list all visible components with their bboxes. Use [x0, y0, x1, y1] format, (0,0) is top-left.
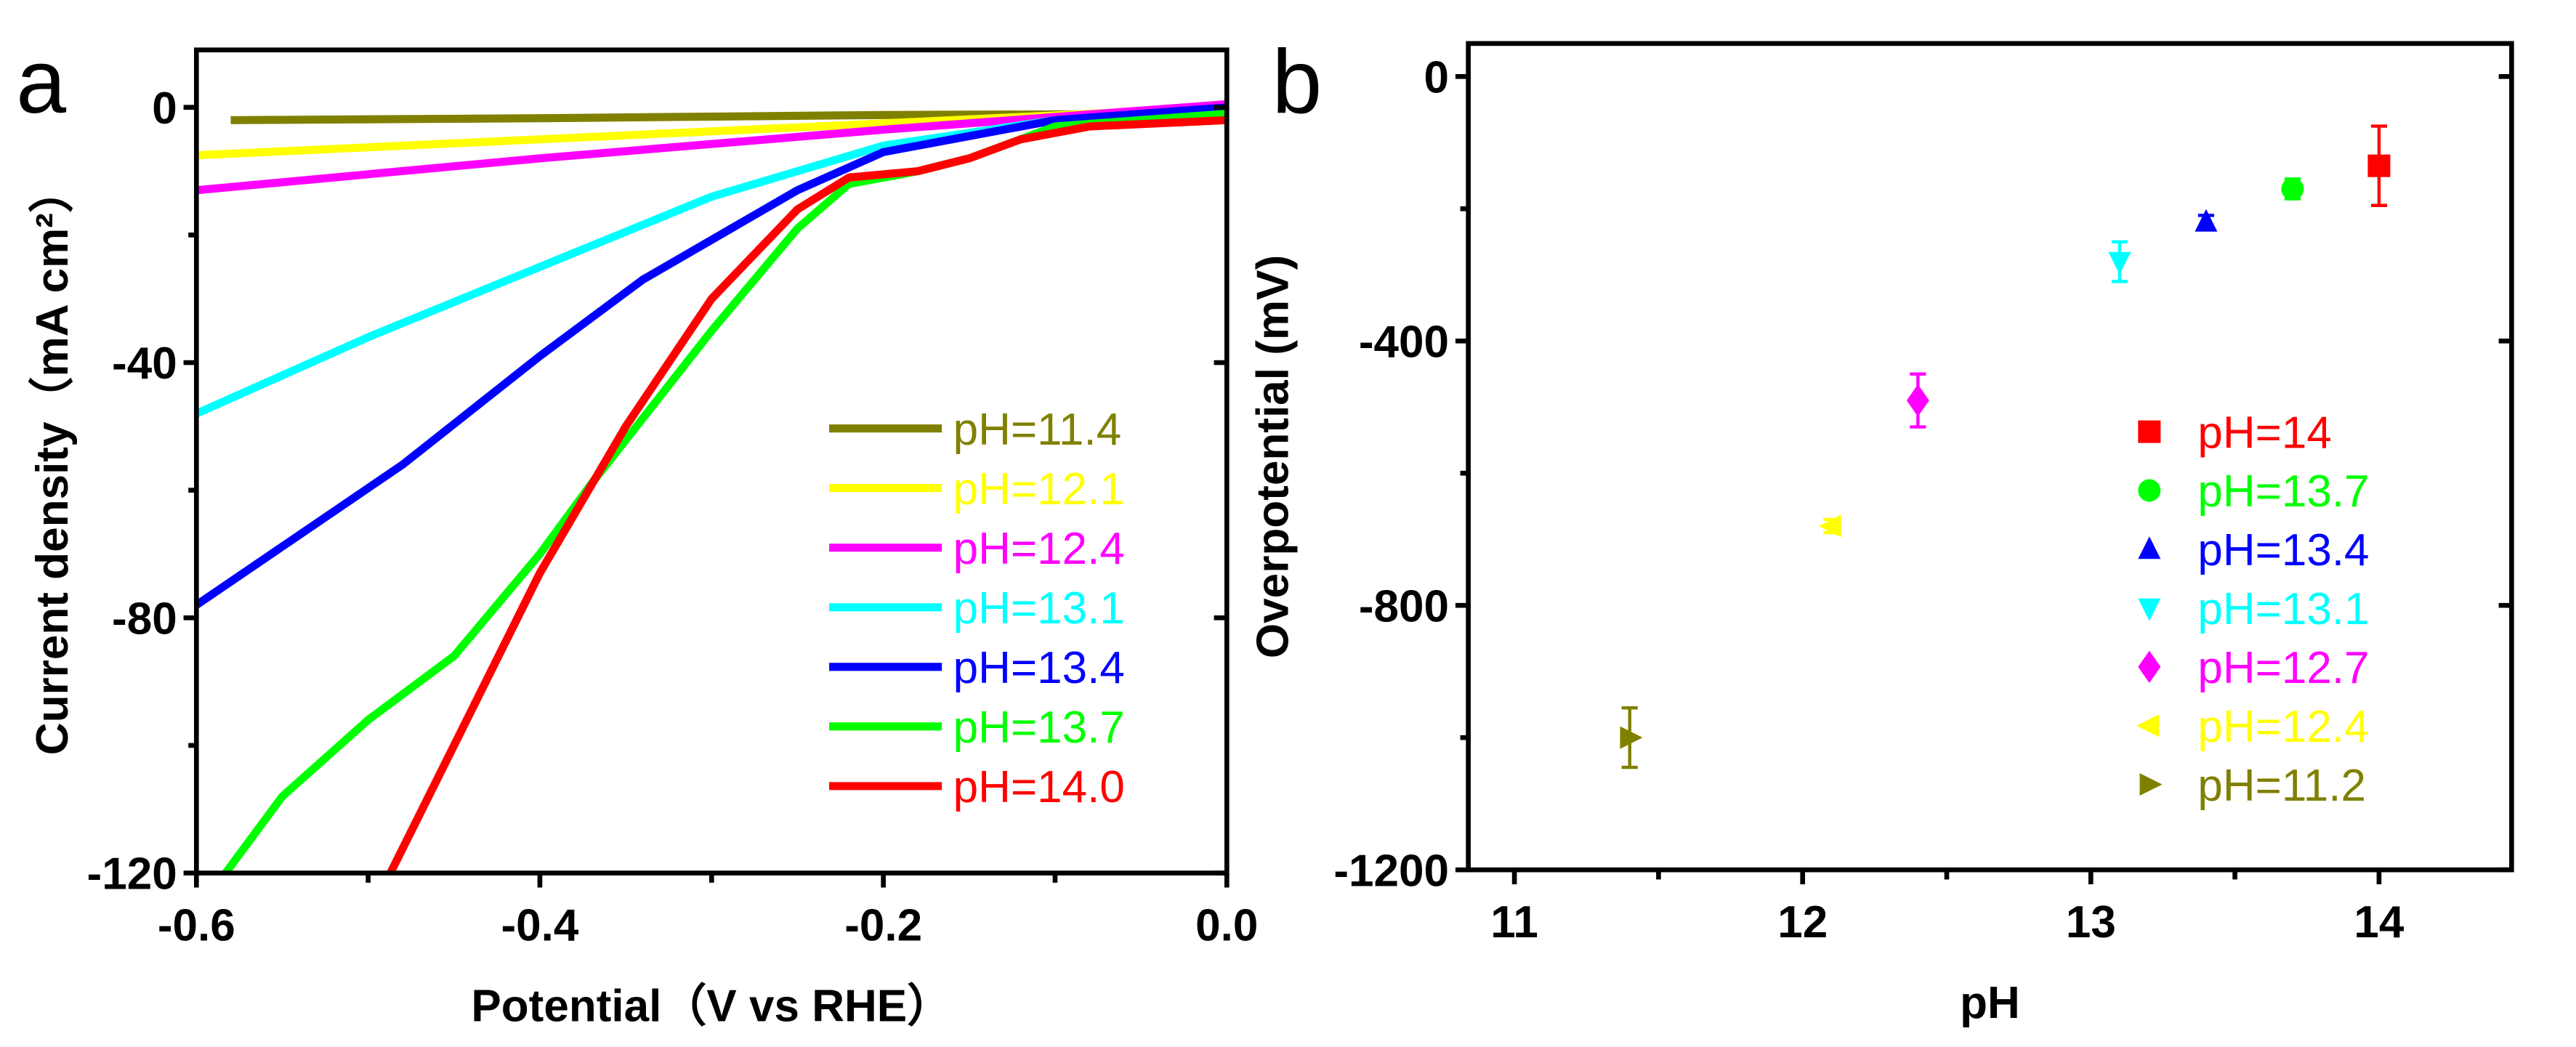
x-tick-label: -0.6: [158, 901, 235, 951]
panel-b-overpotential-chart: pH=14 pH=13.7 pH=13.4 pH=13.1 pH=12.7 pH=12.4…: [1248, 32, 2514, 1028]
legend-label: pH=12.1: [953, 464, 1125, 514]
legend-label: pH=13.4: [953, 643, 1125, 693]
legend-label: pH=12.4: [953, 524, 1125, 574]
x-axis-label: pH: [1960, 978, 2020, 1028]
legend-label: pH=12.7: [2197, 643, 2369, 693]
series-line-13.1: [195, 109, 1227, 418]
legend-label: pH=13.1: [953, 583, 1125, 634]
legend-marker-square: [2138, 420, 2161, 443]
data-point-square: [2367, 154, 2391, 177]
x-tick-label: -0.4: [501, 901, 579, 951]
legend-label: pH=13.7: [953, 703, 1125, 753]
data-point-triangle-up: [2195, 209, 2218, 232]
legend-label: pH=13.7: [2197, 466, 2369, 517]
y-axis-label: Overpotential (mV): [1248, 255, 1299, 658]
plot-frame: [1466, 41, 2514, 873]
data-point-triangle-down: [2108, 251, 2131, 275]
y-tick-label: -800: [1359, 581, 1449, 631]
legend-label: pH=13.1: [2197, 584, 2369, 634]
legend-marker-triangle-left: [2136, 714, 2160, 737]
x-tick-label: 11: [1490, 897, 1538, 947]
legend-marker-diamond: [2138, 650, 2161, 683]
series-line-13.4: [194, 103, 1227, 609]
x-axis-label: Potential（V vs RHE）: [471, 981, 952, 1032]
panel-label: b: [1272, 32, 1322, 132]
data-point-triangle-left: [1818, 514, 1841, 538]
data-point-diamond: [1906, 384, 1929, 417]
x-tick-label: 12: [1777, 897, 1828, 947]
legend-label: pH=13.4: [2197, 525, 2369, 575]
data-point-triangle-right: [1620, 726, 1643, 749]
legend-marker-triangle-down: [2138, 598, 2161, 621]
y-tick-label: 0: [1424, 53, 1450, 103]
x-tick-label: -0.2: [844, 901, 922, 951]
x-tick-label: 0.0: [1195, 901, 1258, 951]
legend-label: pH=11.4: [953, 405, 1122, 455]
y-axis-label: Current density（mA cm²）: [27, 168, 78, 755]
y-tick-label: -80: [112, 594, 177, 644]
legend-marker-circle: [2138, 479, 2161, 502]
legend-marker-triangle-right: [2139, 773, 2163, 796]
legend-label: pH=14.0: [953, 762, 1125, 812]
legend-label: pH=11.2: [2197, 761, 2366, 811]
legend-label: pH=12.4: [2197, 702, 2369, 752]
x-tick-label: 14: [2354, 897, 2404, 947]
y-tick-label: -400: [1359, 317, 1449, 367]
panel-a-lsv-chart: pH=11.4 pH=12.1 pH=12.4 pH=13.1 pH=13.4 pH=13…: [16, 32, 1258, 1031]
data-point-circle: [2281, 177, 2304, 201]
y-tick-label: -1200: [1333, 846, 1449, 896]
x-tick-label: 13: [2066, 897, 2116, 947]
panel-label: a: [16, 32, 67, 132]
legend-marker-triangle-up: [2138, 536, 2161, 559]
series-line-14.0: [387, 116, 1227, 876]
y-tick-label: -120: [87, 849, 177, 900]
legend-label: pH=14: [2197, 408, 2332, 458]
y-tick-label: 0: [152, 84, 177, 134]
y-tick-label: -40: [112, 339, 177, 389]
